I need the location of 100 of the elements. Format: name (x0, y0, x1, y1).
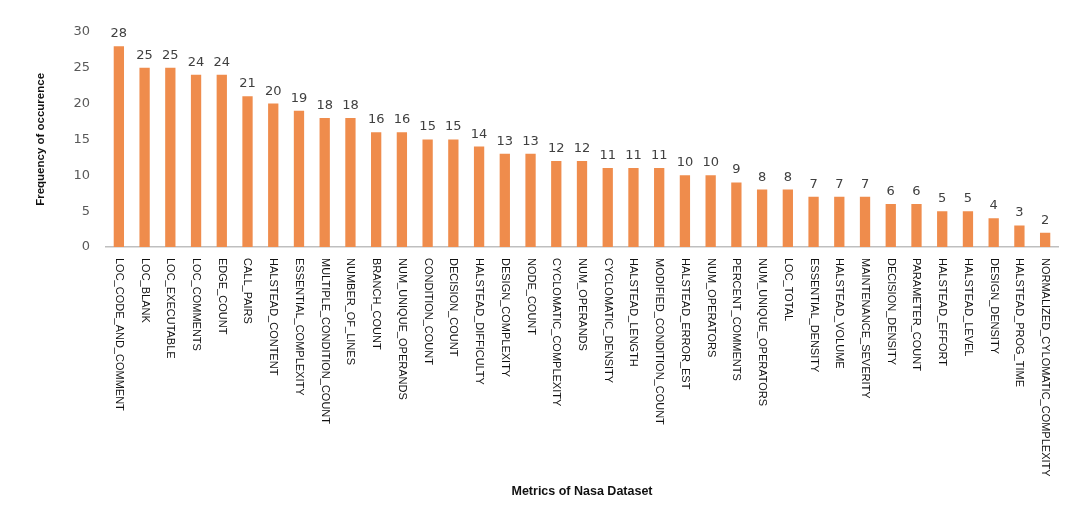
data-label: 7 (860, 175, 870, 191)
x-tick-label: ESSENTIAL_COMPLEXITY (293, 258, 306, 397)
x-tick-label: HALSTEAD_DIFFICULTY (474, 258, 487, 386)
bar (1014, 225, 1025, 247)
bar (448, 139, 459, 247)
data-label: 16 (367, 111, 385, 127)
data-label: 7 (835, 175, 844, 191)
x-tick-label: HALSTEAD_CONTENT (268, 258, 281, 376)
x-tick-label: NUM_OPERATORS (705, 258, 718, 358)
x-tick-label: EDGE_COUNT (216, 258, 229, 335)
x-tick-label: HALSTEAD_ERROR_EST (679, 258, 692, 390)
data-label: 6 (886, 182, 895, 198)
data-label: 18 (342, 96, 359, 112)
x-tick-label: MAINTENANCE_SEVERITY (860, 258, 872, 400)
data-label: 24 (187, 53, 205, 69)
x-tick-label: CALL_PAIRS (242, 258, 255, 324)
bar (576, 160, 588, 247)
bar (602, 168, 613, 247)
data-label: 16 (393, 111, 411, 127)
data-label: 15 (419, 118, 436, 134)
data-label: 7 (809, 175, 818, 191)
bar (216, 74, 227, 247)
y-tick-label: 30 (73, 23, 90, 39)
bar (756, 189, 768, 247)
bar (190, 74, 202, 247)
data-label: 18 (316, 96, 333, 112)
x-tick-label: NUM_UNIQUE_OPERANDS (396, 258, 409, 400)
data-label: 24 (213, 53, 231, 69)
data-label: 11 (650, 147, 668, 163)
data-label: 10 (676, 154, 694, 170)
bar (422, 139, 433, 247)
data-label: 14 (470, 125, 488, 141)
x-tick-label: BRANCH_COUNT (371, 258, 384, 350)
data-label: 5 (938, 190, 947, 206)
data-label: 9 (732, 161, 741, 177)
bar (654, 168, 665, 247)
x-tick-label: DESIGN_DENSITY (988, 258, 1001, 355)
bar (705, 175, 716, 247)
x-tick-label: MODIFIED_CONDITION_COUNT (654, 258, 667, 426)
x-tick-label: DECISION_DENSITY (885, 258, 898, 366)
bar (859, 196, 871, 247)
y-tick-label: 5 (81, 202, 90, 218)
data-label: 2 (1040, 211, 1050, 227)
bar (345, 117, 356, 247)
x-tick-label: NUMBER_OF_LINES (345, 258, 358, 365)
data-label: 13 (496, 132, 514, 148)
bar (525, 153, 536, 247)
bar (396, 132, 408, 247)
x-tick-label: CYCLOMATIC_DENSITY (602, 258, 615, 384)
x-tick-label: DECISION_COUNT (448, 258, 461, 357)
data-label: 15 (445, 118, 462, 134)
data-label: 25 (162, 46, 179, 62)
x-tick-label: ESSENTIAL_DENSITY (808, 258, 821, 373)
bar (113, 46, 125, 247)
data-label: 21 (239, 75, 256, 91)
x-tick-label: HALSTEAD_LENGTH (628, 258, 641, 367)
x-tick-label: NUM_UNIQUE_OPERATORS (757, 258, 770, 407)
y-tick-label: 15 (73, 130, 90, 146)
x-tick-label: HALSTEAD_VOLUME (834, 258, 847, 369)
data-label: 12 (548, 139, 565, 155)
y-tick-label: 25 (73, 59, 90, 75)
y-tick-label: 0 (81, 238, 90, 254)
data-label: 8 (757, 168, 767, 184)
bar (319, 117, 330, 247)
bar (165, 67, 176, 247)
data-label: 11 (625, 147, 642, 163)
x-tick-label: MULTIPLE_CONDITION_COUNT (319, 258, 332, 425)
bar (473, 146, 485, 247)
bar (1039, 232, 1051, 247)
data-label: 12 (573, 139, 591, 155)
bar (885, 203, 896, 247)
data-label: 25 (136, 46, 153, 62)
bar (962, 211, 974, 247)
y-tick-label: 20 (73, 94, 90, 110)
bar (628, 168, 639, 247)
x-tick-label: CONDITION_COUNT (422, 258, 435, 366)
x-tick-label: NORMALIZED_CYLOMATIC_COMPLEXITY (1040, 258, 1053, 478)
x-tick-label: LOC_EXECUTABLE (165, 258, 178, 359)
bar (782, 189, 793, 247)
data-label: 28 (110, 25, 128, 41)
x-tick-label: HALSTEAD_PROG_TIME (1014, 258, 1027, 387)
data-label: 13 (522, 132, 539, 148)
bar (731, 182, 742, 247)
x-tick-label: HALSTEAD_LEVEL (962, 258, 975, 357)
y-tick-label: 10 (73, 166, 90, 182)
bar (988, 218, 999, 247)
bar (139, 67, 150, 247)
bar (371, 132, 382, 247)
x-tick-label: LOC_COMMENTS (191, 258, 204, 351)
x-tick-label: HALSTEAD_EFFORT (937, 258, 950, 367)
bar (834, 196, 845, 247)
y-axis-title: Frequency of occurence (34, 72, 47, 206)
data-label: 20 (264, 82, 282, 98)
bar (808, 196, 819, 247)
bar (499, 153, 510, 247)
data-label: 8 (783, 168, 792, 184)
bar (551, 160, 562, 247)
x-tick-label: PERCENT_COMMENTS (731, 258, 744, 381)
bar (293, 110, 305, 247)
x-tick-label: LOC_TOTAL (782, 258, 795, 322)
